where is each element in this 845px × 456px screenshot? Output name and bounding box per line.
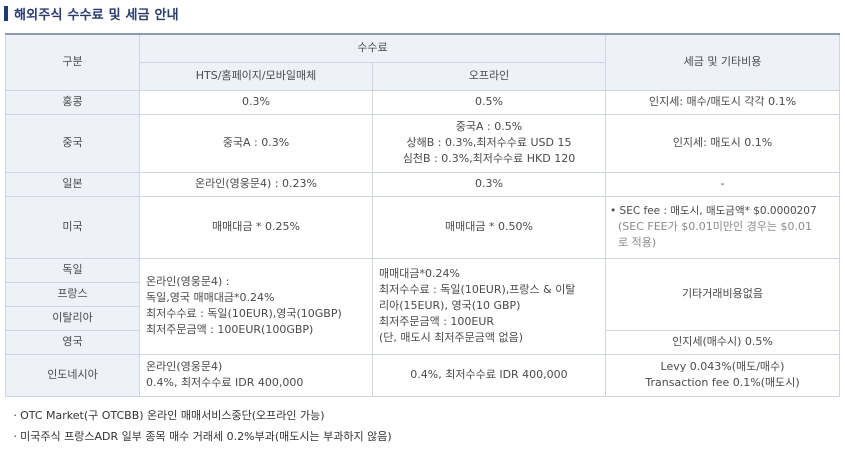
offline-china-line: 중국A : 0.5%: [455, 120, 523, 133]
cell-tax-hongkong: 인지세: 매수/매도시 각각 0.1%: [605, 89, 840, 115]
cell-tax-usa: • SEC fee : 매도시, 매도금액* $0.0000207 (SEC F…: [605, 195, 840, 259]
offline-china-line: 심천B : 0.3%,최저수수료 HKD 120: [402, 152, 576, 165]
cell-tax-europe: 기타거래비용없음: [605, 257, 840, 331]
fee-table: 구분 수수료 세금 및 기타비용 HTS/홈페이지/모바일매체 오프라인 홍콩 …: [5, 33, 840, 397]
sec-fee-note: 로 적용): [618, 236, 657, 249]
header-tax: 세금 및 기타비용: [605, 33, 840, 91]
table-row-indonesia: 인도네시아 온라인(영웅문4) 0.4%, 최저수수료 IDR 400,000 …: [5, 353, 840, 397]
cell-online-europe: 온라인(영웅문4) : 독일,영국 매매대금*0.24% 최저수수료 : 독일(…: [139, 257, 373, 355]
cell-tax-uk: 인지세(매수시) 0.5%: [605, 329, 840, 355]
section-title: 해외주식 수수료 및 세금 안내: [4, 2, 179, 24]
cell-online-china: 중국A : 0.3%: [139, 113, 373, 173]
row-label-france: 프랑스: [5, 281, 140, 307]
header-online: HTS/홈페이지/모바일매체: [139, 61, 373, 91]
table-row-france: 프랑스: [5, 281, 840, 307]
cell-online-usa: 매매대금 * 0.25%: [139, 195, 373, 259]
row-label-germany: 독일: [5, 257, 140, 283]
header-category: 구분: [5, 33, 140, 91]
cell-offline-hongkong: 0.5%: [372, 89, 606, 115]
table-row-japan: 일본 온라인(영웅문4) : 0.23% 0.3% -: [5, 171, 840, 197]
table-row-usa: 미국 매매대금 * 0.25% 매매대금 * 0.50% • SEC fee :…: [5, 195, 840, 259]
header-fee: 수수료: [139, 33, 606, 63]
cell-online-indonesia: 온라인(영웅문4) 0.4%, 최저수수료 IDR 400,000: [139, 353, 373, 397]
europe-offline-line: 리아(15EUR), 영국(10 GBP): [379, 299, 521, 312]
europe-offline-line: (단, 매도시 최저주문금액 없음): [379, 331, 524, 344]
cell-offline-japan: 0.3%: [372, 171, 606, 197]
sec-fee-text: • SEC fee : 매도시, 매도금액* $0.0000207: [610, 205, 817, 217]
europe-online-line: 최저주문금액 : 100EUR(100GBP): [146, 323, 314, 336]
notes-list: ㆍOTC Market(구 OTCBB) 온라인 매매서비스중단(오프라인 가능…: [10, 405, 392, 447]
note-item: ㆍOTC Market(구 OTCBB) 온라인 매매서비스중단(오프라인 가능…: [10, 409, 325, 422]
header-offline: 오프라인: [372, 61, 606, 91]
europe-offline-line: 매매대금*0.24%: [379, 267, 460, 280]
row-label-hongkong: 홍콩: [5, 89, 140, 115]
indonesia-tax-line: Transaction fee 0.1%(매도시): [645, 376, 800, 389]
row-label-indonesia: 인도네시아: [5, 353, 140, 397]
indonesia-tax-line: Levy 0.043%(매도/매수): [660, 360, 785, 373]
europe-online-line: 온라인(영웅문4) :: [146, 275, 230, 288]
note-item: ㆍ미국주식 프랑스ADR 일부 종목 매수 거래세 0.2%부과(매도시는 부과…: [10, 430, 392, 443]
row-label-japan: 일본: [5, 171, 140, 197]
europe-offline-line: 최저수수료 : 독일(10EUR),프랑스 & 이탈: [379, 283, 576, 296]
cell-offline-europe: 매매대금*0.24% 최저수수료 : 독일(10EUR),프랑스 & 이탈 리아…: [372, 257, 606, 355]
table-row-germany: 독일 온라인(영웅문4) : 독일,영국 매매대금*0.24% 최저수수료 : …: [5, 257, 840, 355]
offline-china-line: 상해B : 0.3%,최저수수료 USD 15: [406, 136, 572, 149]
row-label-usa: 미국: [5, 195, 140, 259]
page-title: 해외주식 수수료 및 세금 안내: [14, 7, 179, 23]
europe-online-line: 독일,영국 매매대금*0.24%: [146, 291, 275, 304]
europe-offline-line: 최저주문금액 : 100EUR: [379, 315, 495, 328]
indonesia-online-line: 0.4%, 최저수수료 IDR 400,000: [146, 376, 304, 389]
indonesia-online-line: 온라인(영웅문4): [146, 360, 223, 373]
cell-online-japan: 온라인(영웅문4) : 0.23%: [139, 171, 373, 197]
cell-offline-indonesia: 0.4%, 최저수수료 IDR 400,000: [372, 353, 606, 397]
cell-tax-china: 인지세: 매도시 0.1%: [605, 113, 840, 173]
row-label-china: 중국: [5, 113, 140, 173]
cell-online-hongkong: 0.3%: [139, 89, 373, 115]
cell-tax-japan: -: [605, 171, 840, 197]
row-label-uk: 영국: [5, 329, 140, 355]
cell-offline-china: 중국A : 0.5% 상해B : 0.3%,최저수수료 USD 15 심천B :…: [372, 113, 606, 173]
europe-online-line: 최저수수료 : 독일(10EUR),영국(10GBP): [146, 307, 342, 320]
cell-offline-usa: 매매대금 * 0.50%: [372, 195, 606, 259]
sec-fee-note: (SEC FEE가 $0.01미만인 경우는 $0.01: [618, 220, 812, 233]
title-bar-marker: [4, 5, 8, 21]
cell-tax-indonesia: Levy 0.043%(매도/매수) Transaction fee 0.1%(…: [605, 353, 840, 397]
table-row-hongkong: 홍콩 0.3% 0.5% 인지세: 매수/매도시 각각 0.1%: [5, 89, 840, 115]
table-row-china: 중국 중국A : 0.3% 중국A : 0.5% 상해B : 0.3%,최저수수…: [5, 113, 840, 173]
row-label-italy: 이탈리아: [5, 305, 140, 331]
